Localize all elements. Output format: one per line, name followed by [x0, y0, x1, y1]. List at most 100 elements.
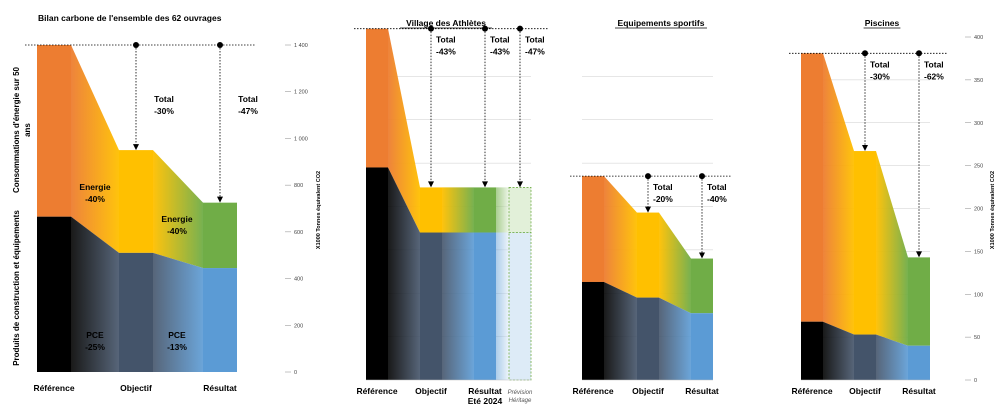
y-tick-label-piscines: 0: [974, 378, 977, 384]
category-label-village: Résultat: [468, 386, 502, 396]
total-label-piscines: Total: [924, 59, 944, 69]
y-tick-label-global: 800: [294, 183, 303, 189]
bar-energy-piscines-1: [854, 151, 876, 335]
total-value-global: -30%: [154, 106, 174, 116]
category-label-sport: Résultat: [685, 386, 719, 396]
arrow-head-village: [517, 181, 523, 188]
bar-pce-sport-1: [637, 297, 659, 380]
connector-energy-sport: [604, 176, 637, 298]
arrow-head-village: [482, 181, 488, 188]
connector-pce-global: [71, 216, 119, 372]
category-label-village: Référence: [356, 386, 397, 396]
category-label-village: Objectif: [415, 386, 447, 396]
y-tick-label-piscines: 300: [974, 121, 983, 127]
pce-label-objectif: PCE: [86, 330, 104, 340]
bar-pce-global-1: [119, 252, 153, 372]
arrow-head-piscines: [862, 145, 868, 152]
arrow-head-global: [133, 144, 139, 151]
connector-pce-piscines: [823, 321, 854, 380]
y-tick-label-piscines: 100: [974, 292, 983, 298]
total-value-sport: -40%: [707, 194, 727, 204]
side-label-pce: Produits de construction et équipements: [12, 210, 21, 366]
connector-energy-global: [71, 45, 119, 253]
total-value-village: -47%: [525, 47, 545, 57]
bar-pce-sport-2: [691, 313, 713, 380]
y-tick-label-piscines: 150: [974, 249, 983, 255]
total-value-piscines: -62%: [924, 71, 944, 81]
connector-pce-heritage: [496, 232, 509, 380]
total-value-village: -43%: [436, 47, 456, 57]
total-value-sport: -20%: [653, 194, 673, 204]
category-label-village: Prévision: [508, 390, 533, 396]
category-label-piscines: Résultat: [902, 386, 936, 396]
arrow-head-sport: [645, 206, 651, 213]
category-label-village: Héritage: [509, 398, 532, 404]
total-value-piscines: -30%: [870, 71, 890, 81]
category-label-global: Référence: [33, 383, 74, 393]
y-axis-title-global: X1000 Tonnes équivalent CO2: [316, 171, 322, 249]
total-value-village: -43%: [490, 47, 510, 57]
bar-energy-piscines-2: [908, 257, 930, 346]
y-tick-label-piscines: 200: [974, 207, 983, 213]
arrow-head-village: [428, 181, 434, 188]
connector-energy-village: [442, 187, 474, 233]
y-tick-label-global: 1 200: [294, 90, 308, 96]
total-label-village: Total: [436, 35, 456, 45]
bar-pce-village-0: [366, 167, 388, 380]
connector-pce-sport: [659, 297, 691, 380]
arrow-head-piscines: [916, 251, 922, 258]
category-label-village: Eté 2024: [468, 396, 503, 406]
energy-value-resultat: -40%: [167, 226, 187, 236]
energy-label-resultat: Energie: [161, 214, 192, 224]
pce-value-resultat: -13%: [167, 342, 187, 352]
connector-energy-village: [388, 28, 420, 233]
bar-energy-village-0: [366, 28, 388, 168]
category-label-sport: Référence: [572, 386, 613, 396]
y-tick-label-piscines: 400: [974, 35, 983, 41]
bar-pce-piscines-1: [854, 334, 876, 380]
y-tick-label-global: 400: [294, 277, 303, 283]
y-tick-label-global: 1 400: [294, 43, 308, 49]
bar-energy-village-1: [420, 187, 442, 233]
bar-pce-village-3: [508, 232, 532, 381]
y-tick-label-piscines: 250: [974, 164, 983, 170]
chart-title-village: Village des Athlètes: [406, 18, 486, 28]
total-label-sport: Total: [707, 182, 727, 192]
total-label-global: Total: [238, 94, 258, 104]
total-value-global: -47%: [238, 106, 258, 116]
y-tick-label-global: 600: [294, 230, 303, 236]
connector-pce-village: [388, 167, 420, 380]
energy-label-objectif: Energie: [79, 182, 110, 192]
bar-pce-global-2: [203, 268, 237, 372]
bar-pce-village-2: [474, 232, 496, 380]
total-label-village: Total: [525, 35, 545, 45]
total-label-global: Total: [154, 94, 174, 104]
chart-title-piscines: Piscines: [865, 18, 900, 28]
bar-energy-village-3: [508, 187, 532, 233]
side-label-energy: Consommations d'énergie sur 50: [12, 66, 21, 192]
total-label-village: Total: [490, 35, 510, 45]
bar-pce-global-0: [37, 216, 71, 372]
bar-pce-piscines-2: [908, 345, 930, 380]
total-label-piscines: Total: [870, 59, 890, 69]
connector-energy-global: [153, 150, 203, 269]
chart-title-global: Bilan carbone de l'ensemble des 62 ouvra…: [38, 13, 222, 23]
y-tick-label-piscines: 50: [974, 335, 980, 341]
energy-value-objectif: -40%: [85, 194, 105, 204]
bar-pce-piscines-0: [801, 321, 823, 380]
y-tick-label-global: 0: [294, 370, 297, 376]
category-label-piscines: Référence: [791, 386, 832, 396]
y-tick-label-global: 200: [294, 323, 303, 329]
connector-pce-village: [442, 232, 474, 380]
bar-energy-sport-0: [582, 176, 604, 282]
bar-energy-sport-1: [637, 212, 659, 298]
connector-pce-global: [153, 252, 203, 372]
chart-title-sport: Equipements sportifs: [618, 18, 705, 28]
category-label-sport: Objectif: [632, 386, 664, 396]
connector-energy-piscines: [823, 53, 854, 335]
bar-energy-global-1: [119, 150, 153, 253]
category-label-piscines: Objectif: [849, 386, 881, 396]
bar-pce-village-1: [420, 232, 442, 380]
category-label-global: Résultat: [203, 383, 237, 393]
